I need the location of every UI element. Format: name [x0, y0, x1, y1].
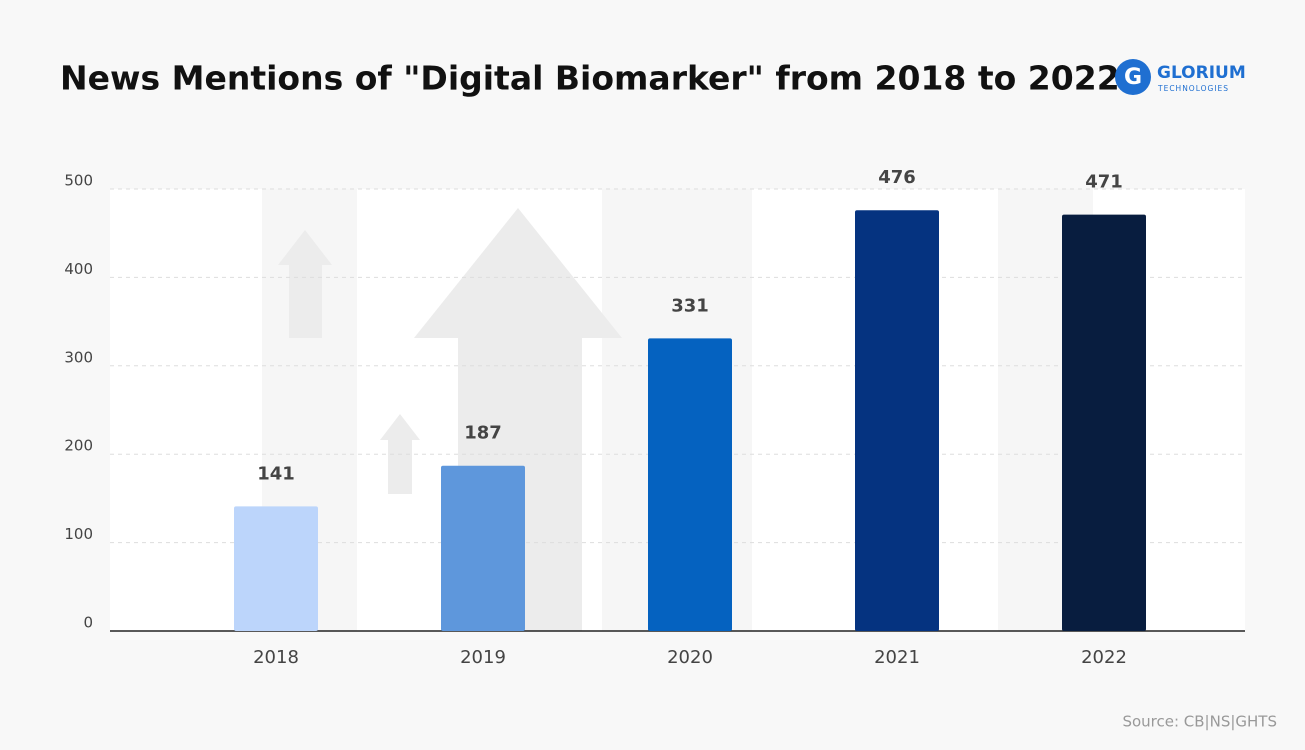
source-note: Source: CB|NS|GHTS: [1122, 713, 1277, 731]
bar: [1062, 214, 1146, 632]
value-label: 141: [257, 463, 295, 484]
bar: [441, 465, 525, 631]
x-tick-label: 2021: [874, 647, 920, 668]
x-tick-label: 2018: [253, 647, 299, 668]
y-tick-label: 200: [64, 437, 93, 455]
value-label: 187: [464, 423, 502, 444]
y-tick-label: 100: [64, 525, 93, 543]
logo-tagline: TECHNOLOGIES: [1157, 84, 1229, 93]
x-tick-label: 2022: [1081, 647, 1127, 668]
logo-letter: G: [1124, 65, 1142, 90]
chart-title: News Mentions of "Digital Biomarker" fro…: [60, 59, 1120, 98]
value-label: 476: [878, 167, 916, 188]
y-tick-label: 500: [64, 172, 93, 190]
decor-arrow: [278, 230, 332, 338]
logo-icon: [1115, 59, 1151, 95]
x-tick-label: 2020: [667, 647, 713, 668]
y-tick-label: 400: [64, 260, 93, 278]
logo-name: GLORIUM: [1157, 63, 1246, 83]
bar: [855, 210, 939, 631]
x-tick-label: 2019: [460, 647, 506, 668]
bar: [648, 338, 732, 631]
y-tick-label: 0: [83, 614, 93, 632]
bar: [234, 506, 318, 631]
y-tick-label: 300: [64, 348, 93, 366]
value-label: 331: [671, 295, 709, 316]
value-label: 471: [1085, 172, 1123, 193]
